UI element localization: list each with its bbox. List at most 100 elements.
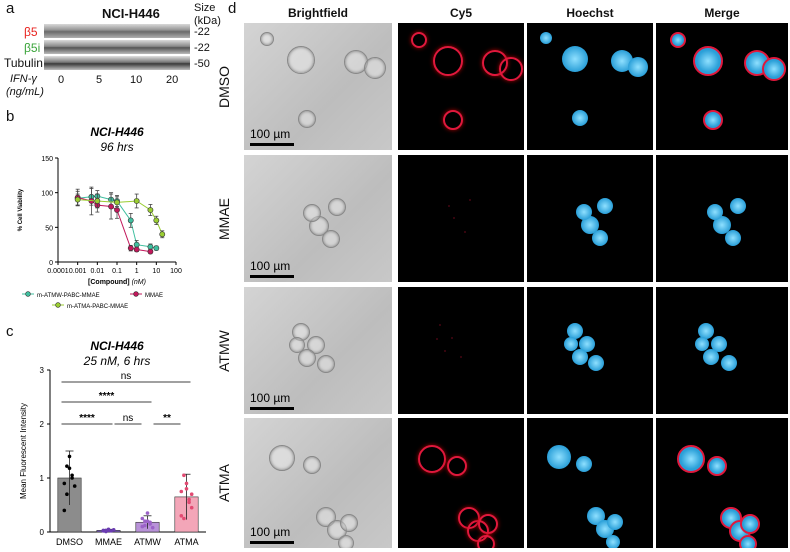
data-point [179, 514, 184, 518]
size-beta5i: -22 [194, 42, 210, 54]
cell-blob [695, 337, 710, 352]
data-point [150, 525, 155, 530]
row-label-tubulin: Tubulin [4, 56, 43, 70]
category-label: MMAE [95, 537, 122, 547]
cell-blob [588, 355, 605, 372]
scale-bar-label: 100 µm [250, 525, 291, 539]
blot-beta5 [44, 24, 190, 38]
y-tick-label: 1 [40, 474, 45, 483]
cell-blob [437, 323, 442, 328]
data-point [148, 520, 152, 525]
cell-blob [450, 336, 455, 341]
significance-label: ns [123, 413, 134, 424]
x-tick-label: 0.0001 [47, 268, 69, 275]
cell-blob [317, 355, 336, 374]
cell-blob [337, 534, 354, 548]
data-point [74, 196, 81, 203]
western-title: NCI-H446 [102, 6, 160, 21]
cell-blob [298, 110, 317, 129]
y-axis-label: % Cell Viability [18, 188, 24, 231]
category-label: ATMA [174, 537, 198, 547]
micrograph-cy5-dmso [398, 23, 524, 150]
x-tick-label: 100 [170, 268, 182, 275]
cell-blob [571, 110, 588, 127]
cell-blob [724, 229, 741, 246]
cell-blob [446, 204, 451, 209]
x-axis-label: [Compound] (nM) [88, 279, 146, 286]
category-label: ATMW [134, 537, 161, 547]
cell-blob [459, 355, 464, 360]
micrograph-hoechst-atma [527, 418, 653, 548]
data-point [184, 481, 189, 486]
scale-bar [250, 541, 294, 544]
dose-5: 5 [96, 74, 103, 86]
cell-blob [435, 337, 440, 342]
cell-blob [707, 455, 728, 476]
cell-blob [597, 197, 614, 214]
data-point [67, 466, 72, 471]
significance-label: **** [79, 413, 95, 424]
micrograph-brightfield-mmae: 100 µm [244, 155, 392, 282]
cell-blob [539, 32, 552, 45]
data-point [140, 516, 145, 521]
cell-blob [287, 45, 316, 74]
scale-bar [250, 275, 294, 278]
column-header: Brightfield [288, 6, 348, 20]
data-point [133, 246, 140, 253]
cell-blob [740, 514, 761, 534]
micrograph-brightfield-dmso: 100 µm [244, 23, 392, 150]
y-tick-label: 50 [45, 225, 53, 232]
y-tick-label: 150 [41, 156, 53, 163]
micrograph-merge-atmw [656, 287, 788, 414]
micrograph-brightfield-atmw: 100 µm [244, 287, 392, 414]
chart-b-title: NCI-H446 [90, 125, 144, 139]
cell-blob [478, 514, 499, 534]
cell-blob [575, 204, 592, 221]
cell-blob [605, 534, 620, 548]
cell-blob [476, 534, 495, 548]
cell-blob [592, 229, 609, 246]
data-point [72, 484, 77, 488]
data-point [147, 207, 154, 213]
data-point [143, 519, 147, 523]
data-point [147, 248, 154, 255]
micrograph-hoechst-mmae [527, 155, 653, 282]
data-point [65, 492, 69, 496]
data-point [106, 528, 111, 533]
cell-blob [738, 534, 757, 548]
cell-blob [713, 215, 731, 234]
ifn-unit: (ng/mL) [6, 86, 44, 98]
cell-blob [321, 229, 340, 248]
cell-blob [302, 204, 321, 223]
cell-blob [302, 455, 321, 474]
cell-blob [260, 32, 275, 47]
data-point [94, 198, 101, 204]
cell-blob [468, 197, 473, 202]
data-point [184, 487, 189, 491]
data-point [182, 473, 186, 478]
data-point [108, 203, 114, 210]
significance-label: **** [99, 391, 115, 402]
micrograph-hoechst-dmso [527, 23, 653, 150]
row-label-beta5i: β5i [24, 41, 41, 55]
cell-blob [571, 348, 588, 365]
scale-bar [250, 407, 294, 410]
cell-blob [720, 355, 737, 372]
data-point [189, 492, 194, 496]
data-point [62, 481, 67, 486]
cell-blob [327, 197, 346, 216]
legend-entry: m-ATMA-PABC-MMAE [67, 304, 128, 310]
data-point [145, 511, 150, 515]
y-tick-label: 0 [40, 528, 45, 537]
column-header: Cy5 [449, 6, 472, 20]
significance-label: ** [163, 413, 171, 424]
cell-blob [410, 32, 427, 49]
cell-blob [432, 45, 463, 76]
row-label-mmae: MMAE [216, 197, 232, 240]
size-header: Size [194, 2, 216, 14]
scale-bar-label: 100 µm [250, 391, 291, 405]
category-label: DMSO [56, 537, 83, 547]
cell-blob [566, 323, 583, 340]
data-point [143, 523, 147, 528]
